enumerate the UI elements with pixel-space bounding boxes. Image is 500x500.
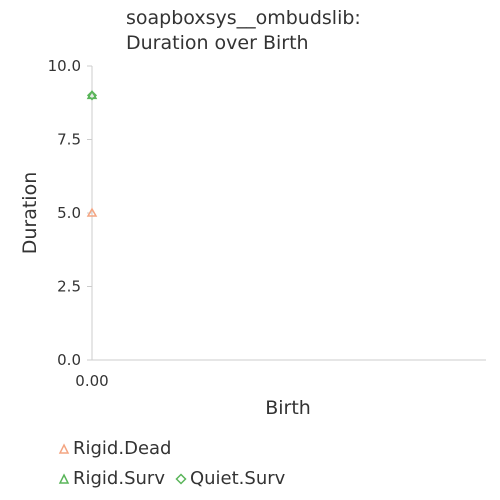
y-tick-label: 7.5 — [57, 131, 81, 149]
x-axis-label: Birth — [265, 397, 311, 419]
chart-title: soapboxsys__ombudslib: Duration over Bir… — [126, 6, 361, 56]
data-points — [86, 89, 98, 217]
scatter-chart: 0.0 2.5 5.0 7.5 10.0 0.00 Birth Duration — [19, 57, 486, 419]
legend-row-2: Rigid.Surv Quiet.Surv — [58, 464, 295, 494]
y-tick-label: 10.0 — [48, 57, 81, 75]
legend-item-rigid-surv[interactable]: Rigid.Surv — [58, 464, 165, 494]
y-tick-label: 2.5 — [57, 278, 81, 296]
legend-item-quiet-surv[interactable]: Quiet.Surv — [175, 464, 285, 494]
triangle-marker-icon — [58, 443, 70, 454]
y-ticks: 0.0 2.5 5.0 7.5 10.0 — [48, 57, 92, 369]
y-tick-label: 5.0 — [57, 204, 81, 222]
x-axis: 0.00 — [75, 359, 486, 390]
triangle-marker-icon — [58, 473, 70, 484]
legend-item-rigid-dead[interactable]: Rigid.Dead — [58, 434, 171, 464]
data-point-quiet-surv[interactable] — [86, 90, 98, 101]
legend-label: Quiet.Surv — [189, 468, 286, 489]
x-tick-label: 0.00 — [75, 372, 108, 390]
y-tick-label: 0.0 — [57, 351, 81, 369]
legend: Rigid.Dead Rigid.Surv Quiet.Surv — [58, 434, 295, 494]
chart-title-line-1: soapboxsys__ombudslib: — [126, 7, 361, 29]
legend-label: Rigid.Dead — [73, 438, 172, 459]
data-point-rigid-dead[interactable] — [86, 207, 98, 217]
legend-row-1: Rigid.Dead — [58, 434, 295, 464]
diamond-marker-icon — [175, 473, 187, 485]
legend-label: Rigid.Surv — [73, 468, 165, 489]
y-axis: 0.0 2.5 5.0 7.5 10.0 — [48, 57, 93, 369]
y-axis-label: Duration — [19, 172, 41, 255]
chart-title-line-2: Duration over Birth — [126, 32, 309, 54]
